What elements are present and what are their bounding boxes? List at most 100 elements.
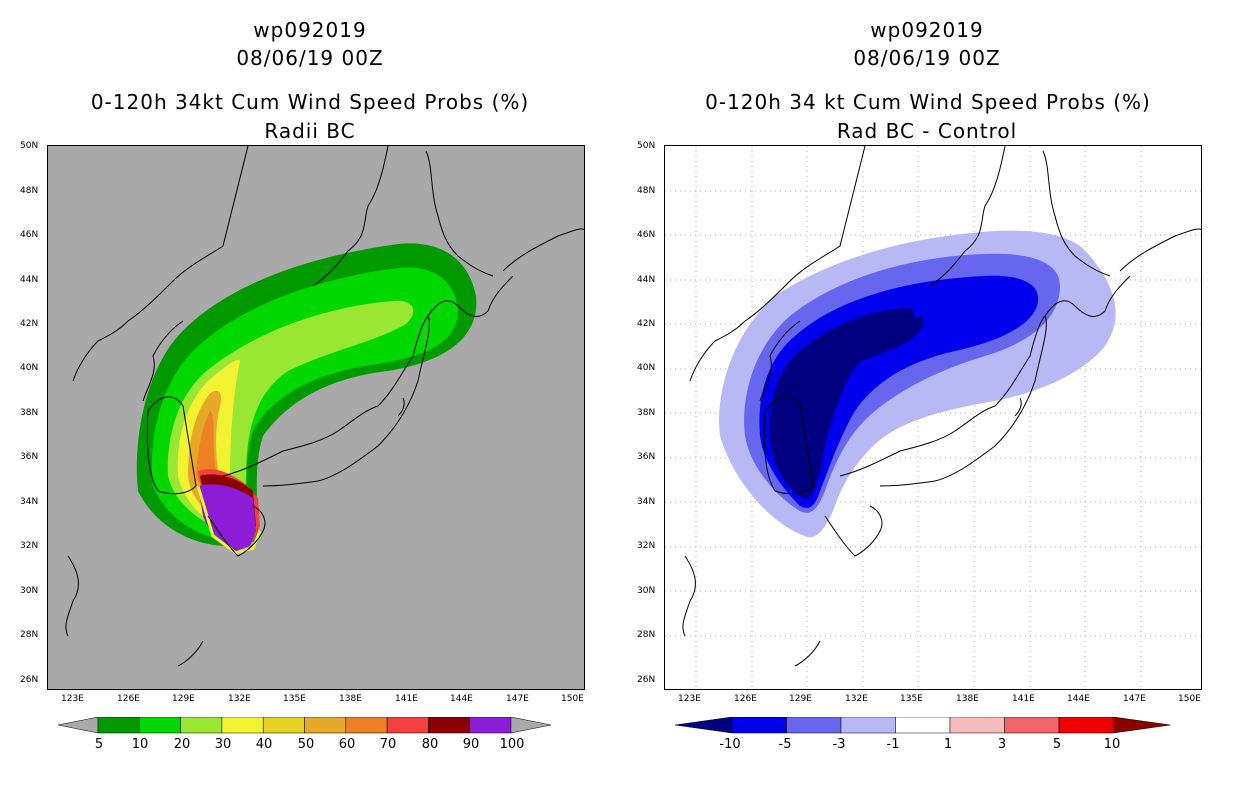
- colorbar-swatch: [262, 717, 305, 734]
- colorbar-arrow-high: [510, 717, 552, 734]
- left-map-svg: [65, 146, 584, 667]
- lon-label: 129E: [172, 694, 195, 704]
- lat-label: 42N: [20, 319, 39, 329]
- lon-label: 147E: [1123, 694, 1146, 704]
- left-storm-id: wp092019: [253, 18, 367, 42]
- right-cb-label: -5: [778, 737, 792, 752]
- right-cb-label: -10: [719, 737, 741, 752]
- lat-label: 32N: [20, 541, 39, 551]
- lon-label: 132E: [845, 694, 868, 704]
- colorbar-arrow-high: [1113, 717, 1171, 734]
- lat-label: 28N: [637, 630, 656, 640]
- lat-label: 36N: [20, 452, 39, 462]
- lat-label: 40N: [637, 363, 656, 373]
- lat-label: 34N: [637, 497, 656, 507]
- diff-minus10-band: [769, 308, 915, 499]
- left-coastlines: [65, 146, 584, 667]
- colorbar-swatch: [221, 717, 264, 734]
- lat-label: 30N: [637, 586, 656, 596]
- lat-label: 28N: [20, 630, 39, 640]
- lon-label: 144E: [450, 694, 473, 704]
- diff-minus10-ext: [815, 316, 924, 371]
- left-colorbar: [58, 717, 552, 734]
- lon-label: 123E: [678, 694, 701, 704]
- right-storm-id: wp092019: [870, 18, 984, 42]
- lat-label: 48N: [637, 186, 656, 196]
- left-cb-label: 30: [214, 737, 232, 752]
- right-cb-label: -3: [832, 737, 846, 752]
- prob-90-100-band: [198, 484, 256, 551]
- colorbar-swatch: [840, 717, 896, 734]
- right-subtitle: Rad BC - Control: [836, 119, 1018, 143]
- lat-label: 36N: [637, 452, 656, 462]
- colorbar-swatch: [139, 717, 181, 734]
- left-cb-label: 10: [131, 737, 149, 752]
- lat-label: 50N: [20, 141, 39, 151]
- right-title: 0-120h 34 kt Cum Wind Speed Probs (%): [705, 90, 1151, 114]
- left-cb-label: 90: [462, 737, 480, 752]
- right-cb-label: 10: [1103, 737, 1121, 752]
- lat-label: 44N: [637, 275, 656, 285]
- lon-label: 135E: [900, 694, 923, 704]
- left-cb-label: 60: [338, 737, 356, 752]
- lon-label: 138E: [339, 694, 362, 704]
- lon-label: 150E: [1178, 694, 1201, 704]
- lat-label: 38N: [637, 408, 656, 418]
- lat-label: 46N: [20, 230, 39, 240]
- colorbar-swatch: [1058, 717, 1114, 734]
- left-datetime: 08/06/19 00Z: [236, 46, 384, 70]
- left-cb-label: 5: [94, 737, 104, 752]
- lon-label: 126E: [117, 694, 140, 704]
- lon-label: 150E: [561, 694, 584, 704]
- left-cb-label: 80: [421, 737, 439, 752]
- left-cb-label: 20: [173, 737, 191, 752]
- lat-label: 40N: [20, 363, 39, 373]
- left-cb-label: 70: [379, 737, 397, 752]
- left-cb-label: 100: [499, 737, 525, 752]
- right-datetime: 08/06/19 00Z: [853, 46, 1001, 70]
- lat-label: 38N: [20, 408, 39, 418]
- lat-label: 30N: [20, 586, 39, 596]
- right-map: [664, 145, 1202, 690]
- lat-label: 46N: [637, 230, 656, 240]
- lat-label: 32N: [637, 541, 656, 551]
- colorbar-swatch: [386, 717, 429, 734]
- right-map-svg: [665, 146, 1201, 689]
- colorbar-swatch: [1004, 717, 1060, 734]
- colorbar-swatch: [895, 717, 951, 734]
- colorbar-swatch: [97, 717, 140, 734]
- lon-label: 141E: [1012, 694, 1035, 704]
- colorbar-swatch: [731, 717, 787, 734]
- left-cb-label: 40: [255, 737, 273, 752]
- lon-label: 132E: [228, 694, 251, 704]
- right-cb-label: 5: [1052, 737, 1062, 752]
- left-map: [47, 145, 585, 690]
- colorbar-swatch: [428, 717, 470, 734]
- lon-label: 135E: [283, 694, 306, 704]
- colorbar-swatch: [949, 717, 1005, 734]
- colorbar-swatch: [469, 717, 512, 734]
- lat-label: 48N: [20, 186, 39, 196]
- right-cb-label: 3: [997, 737, 1007, 752]
- lat-label: 26N: [20, 675, 39, 685]
- lon-label: 129E: [789, 694, 812, 704]
- lat-label: 26N: [637, 675, 656, 685]
- colorbar-swatch: [786, 717, 842, 734]
- right-coastlines: [682, 146, 1201, 667]
- lon-label: 141E: [395, 694, 418, 704]
- right-cb-label: -1: [886, 737, 900, 752]
- lon-label: 126E: [734, 694, 757, 704]
- colorbar-swatch: [304, 717, 347, 734]
- colorbar-arrow-low: [58, 717, 99, 734]
- lon-label: 123E: [61, 694, 84, 704]
- lon-label: 147E: [506, 694, 529, 704]
- right-colorbar: [675, 717, 1171, 734]
- left-title: 0-120h 34kt Cum Wind Speed Probs (%): [90, 90, 530, 114]
- right-cb-label: 1: [943, 737, 953, 752]
- left-cb-label: 50: [297, 737, 315, 752]
- left-subtitle: Radii BC: [264, 119, 356, 143]
- colorbar-swatch: [180, 717, 223, 734]
- lat-label: 44N: [20, 275, 39, 285]
- lon-label: 144E: [1067, 694, 1090, 704]
- lon-label: 138E: [956, 694, 979, 704]
